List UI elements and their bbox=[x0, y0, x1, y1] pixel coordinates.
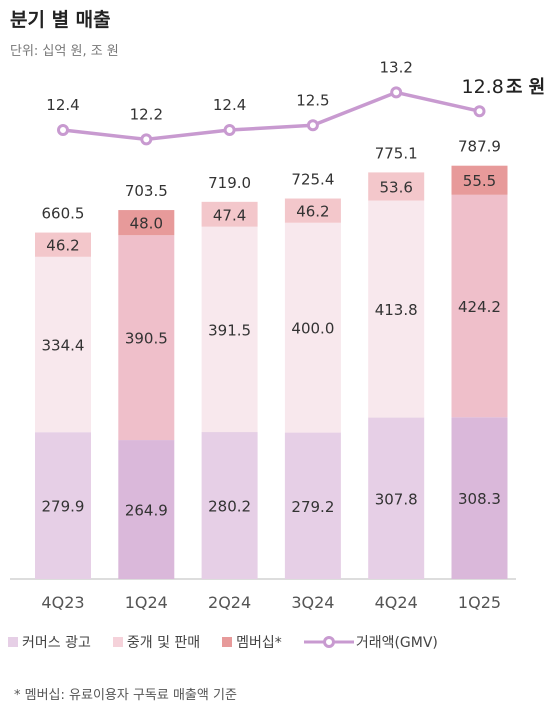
bar-membership-3Q24 bbox=[284, 198, 341, 223]
bar-label-brokerage-1Q25: 424.2 bbox=[458, 298, 501, 316]
bar-brokerage-3Q24 bbox=[284, 222, 341, 433]
total-label-4Q23: 660.5 bbox=[42, 205, 85, 223]
bar-label-membership-2Q24: 47.4 bbox=[213, 206, 246, 224]
bar-label-membership-1Q24: 48.0 bbox=[130, 215, 163, 233]
gmv-point-1Q24 bbox=[140, 133, 153, 146]
total-label-3Q24: 725.4 bbox=[291, 171, 334, 189]
total-label-1Q25: 787.9 bbox=[458, 138, 501, 156]
gmv-point-3Q24 bbox=[306, 119, 319, 132]
gmv-point-1Q25 bbox=[473, 105, 486, 118]
gmv-label-4Q23: 12.4 bbox=[46, 96, 79, 114]
bar-label-commerce-ads-3Q24: 279.2 bbox=[291, 498, 334, 516]
legend-line-gmv-icon bbox=[303, 636, 354, 648]
tick-label-3Q24: 3Q24 bbox=[291, 593, 334, 612]
gmv-label-1Q24: 12.2 bbox=[130, 105, 163, 123]
bar-brokerage-2Q24 bbox=[201, 226, 258, 433]
gmv-point-2Q24 bbox=[223, 124, 236, 136]
total-label-4Q24: 775.1 bbox=[375, 144, 418, 162]
bar-label-commerce-ads-4Q24: 307.8 bbox=[375, 490, 418, 508]
bar-label-commerce-ads-4Q23: 279.9 bbox=[42, 498, 85, 516]
tick-label-4Q24: 4Q24 bbox=[375, 593, 418, 612]
bar-commerce-ads-1Q25 bbox=[451, 417, 508, 579]
bar-membership-2Q24 bbox=[201, 201, 258, 227]
gmv-label-3Q24: 12.5 bbox=[296, 91, 329, 109]
total-label-2Q24: 719.0 bbox=[208, 174, 251, 192]
bar-label-commerce-ads-2Q24: 280.2 bbox=[208, 498, 251, 516]
footnote: * 멤버십: 유료이용자 구독료 매출액 기준 bbox=[14, 688, 237, 703]
tick-label-1Q25: 1Q25 bbox=[458, 593, 501, 612]
bar-label-brokerage-4Q23: 334.4 bbox=[42, 336, 85, 354]
legend-swatch-commerce-ads bbox=[8, 637, 18, 647]
gmv-label-1Q25: 12.8 조 원 bbox=[462, 76, 544, 98]
bar-brokerage-4Q23 bbox=[35, 256, 91, 433]
gmv-point-4Q24 bbox=[390, 86, 403, 99]
bar-brokerage-1Q24 bbox=[118, 235, 175, 441]
legend-label-membership: 멤버십* bbox=[236, 635, 282, 651]
bar-membership-1Q25 bbox=[451, 165, 508, 195]
bar-brokerage-4Q24 bbox=[368, 200, 425, 418]
chart-svg: 279.9 334.4 46.2 660.5 4Q23 264.9 390.5 48.0 703… bbox=[10, 58, 544, 612]
bar-label-brokerage-1Q24: 390.5 bbox=[125, 330, 168, 348]
gmv-label-4Q24: 13.2 bbox=[379, 58, 412, 76]
tick-label-1Q24: 1Q24 bbox=[125, 593, 168, 612]
bar-label-brokerage-2Q24: 391.5 bbox=[208, 321, 251, 339]
bar-label-commerce-ads-1Q25: 308.3 bbox=[458, 490, 501, 508]
gmv-label-2Q24: 12.4 bbox=[213, 96, 246, 114]
tick-label-2Q24: 2Q24 bbox=[208, 593, 251, 612]
gmv-point-4Q23 bbox=[57, 124, 69, 136]
bar-membership-4Q23 bbox=[35, 232, 91, 257]
bar-membership-1Q24 bbox=[118, 210, 175, 236]
gmv-last-unit: 조 원 bbox=[506, 77, 544, 98]
bar-label-brokerage-4Q24: 413.8 bbox=[375, 301, 418, 319]
bar-commerce-ads-4Q24 bbox=[368, 417, 425, 579]
gmv-line bbox=[62, 90, 480, 142]
bar-label-brokerage-3Q24: 400.0 bbox=[291, 320, 334, 338]
legend-swatch-brokerage bbox=[112, 637, 123, 647]
total-label-1Q24: 703.5 bbox=[125, 182, 168, 200]
bar-commerce-ads-3Q24 bbox=[284, 432, 341, 579]
bar-label-commerce-ads-1Q24: 264.9 bbox=[125, 502, 168, 520]
bar-label-membership-1Q25: 55.5 bbox=[463, 172, 496, 190]
legend-item-gmv: 거래액(GMV) bbox=[303, 632, 438, 652]
legend-item-brokerage: 중개 및 판매 bbox=[112, 632, 201, 652]
gmv-last-value: 12.8 bbox=[462, 76, 504, 98]
bar-commerce-ads-4Q23 bbox=[35, 432, 91, 579]
bar-label-membership-3Q24: 46.2 bbox=[296, 203, 329, 221]
legend-label-commerce-ads: 커머스 광고 bbox=[22, 635, 91, 651]
bar-brokerage-1Q25 bbox=[451, 194, 508, 418]
chart-title: 분기 별 매출 bbox=[10, 9, 111, 31]
legend-item-commerce-ads: 커머스 광고 bbox=[8, 632, 91, 652]
bar-membership-4Q24 bbox=[368, 172, 425, 201]
bar-label-membership-4Q24: 53.6 bbox=[379, 178, 412, 196]
bar-label-membership-4Q23: 46.2 bbox=[46, 237, 79, 255]
legend-label-brokerage: 중개 및 판매 bbox=[126, 635, 201, 651]
legend: 커머스 광고 중개 및 판매 멤버십* 거래액(GMV) bbox=[8, 630, 460, 654]
legend-swatch-membership bbox=[222, 637, 233, 647]
legend-label-gmv: 거래액(GMV) bbox=[355, 635, 438, 651]
tick-label-4Q23: 4Q23 bbox=[41, 593, 84, 612]
legend-item-membership: 멤버십* bbox=[222, 632, 282, 652]
bar-commerce-ads-2Q24 bbox=[201, 432, 258, 579]
bar-commerce-ads-1Q24 bbox=[118, 440, 175, 579]
unit-label: 단위: 십억 원, 조 원 bbox=[10, 44, 119, 59]
